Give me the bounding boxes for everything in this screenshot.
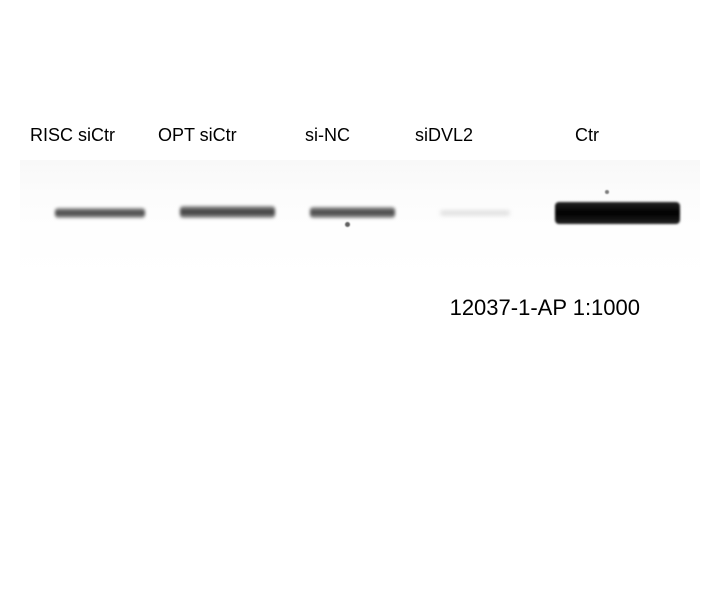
band-lane-5 bbox=[555, 202, 680, 224]
band-lane-3 bbox=[310, 207, 395, 218]
artifact-spot-2 bbox=[605, 190, 609, 194]
artifact-spot-1 bbox=[345, 222, 350, 227]
lane-label-2: OPT siCtr bbox=[158, 125, 237, 146]
lane-label-3: si-NC bbox=[305, 125, 350, 146]
lane-label-4: siDVL2 bbox=[415, 125, 473, 146]
blot-membrane bbox=[20, 160, 700, 280]
blot-container: RISC siCtr OPT siCtr si-NC siDVL2 Ctr 12… bbox=[0, 0, 720, 600]
band-lane-4 bbox=[440, 210, 510, 216]
lane-label-1: RISC siCtr bbox=[30, 125, 115, 146]
lane-label-5: Ctr bbox=[575, 125, 599, 146]
band-lane-1 bbox=[55, 208, 145, 218]
antibody-caption: 12037-1-AP 1:1000 bbox=[450, 295, 640, 321]
band-lane-2 bbox=[180, 206, 275, 218]
